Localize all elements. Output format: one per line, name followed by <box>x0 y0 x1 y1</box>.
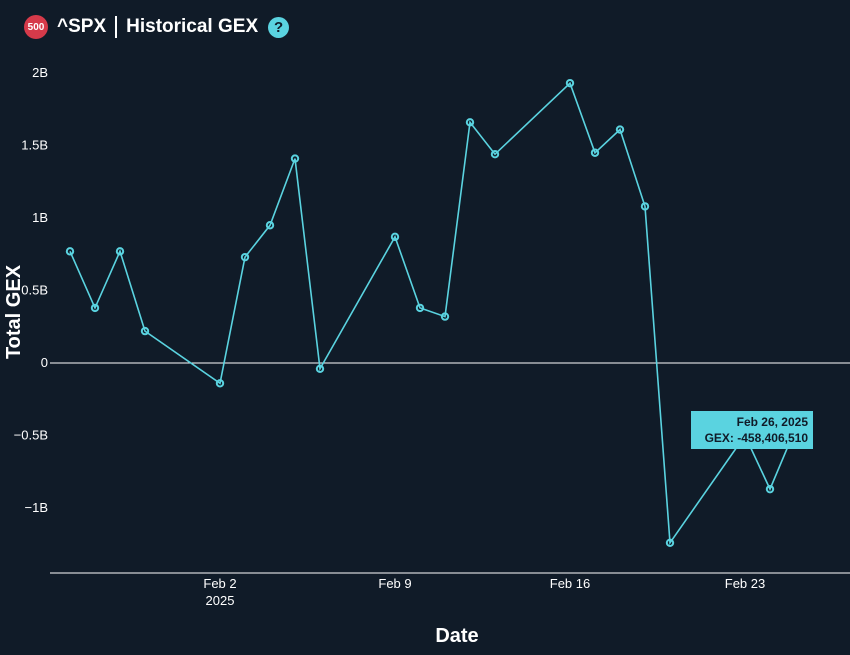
data-point[interactable] <box>665 538 675 547</box>
y-tick-label: 0.5B <box>21 283 48 298</box>
data-point[interactable] <box>765 484 775 494</box>
tooltip-value: GEX: -458,406,510 <box>705 431 809 445</box>
x-tick-sublabel: 2025 <box>206 593 235 608</box>
hover-tooltip: Feb 26, 2025 GEX: -458,406,510 <box>691 411 813 449</box>
chart-title: Historical GEX <box>126 16 259 37</box>
data-point[interactable] <box>215 379 225 388</box>
data-point[interactable] <box>65 247 75 256</box>
data-point[interactable] <box>315 364 325 373</box>
data-point[interactable] <box>440 312 450 321</box>
x-tick-label: Feb 9 <box>378 576 411 591</box>
data-point[interactable] <box>415 303 425 313</box>
y-tick-label: 0 <box>41 355 48 370</box>
y-axis-title: Total GEX <box>3 264 25 359</box>
x-axis: Feb 2 2025 Feb 9 Feb 16 Feb 23 <box>203 576 765 608</box>
x-tick-label: Feb 23 <box>725 576 765 591</box>
data-point[interactable] <box>565 78 575 88</box>
question-circle-icon[interactable]: ? <box>268 16 290 38</box>
ticker-symbol: ^SPX <box>57 16 107 37</box>
data-point[interactable] <box>115 247 125 256</box>
data-point[interactable] <box>640 202 650 211</box>
tooltip-box <box>691 411 813 449</box>
y-axis: 2B 1.5B 1B 0.5B 0 −0.5B −1B <box>14 65 48 515</box>
chart-header: 500 ^SPX Historical GEX ? <box>24 13 290 41</box>
sp500-badge-icon: 500 <box>24 15 48 39</box>
data-point[interactable] <box>290 154 300 163</box>
x-tick-label: Feb 2 <box>203 576 236 591</box>
gex-series-line <box>69 81 796 546</box>
y-tick-label: −1B <box>25 500 49 515</box>
x-axis-title: Date <box>435 625 478 647</box>
x-tick-label: Feb 16 <box>550 576 590 591</box>
data-point[interactable] <box>390 232 400 242</box>
title-divider <box>115 16 118 38</box>
data-point[interactable] <box>265 221 275 230</box>
data-point[interactable] <box>240 252 250 262</box>
y-tick-label: 2B <box>32 65 48 80</box>
y-tick-label: −0.5B <box>14 428 48 443</box>
data-point[interactable] <box>590 148 600 157</box>
data-point[interactable] <box>615 125 625 134</box>
data-point[interactable] <box>140 326 150 336</box>
data-point[interactable] <box>465 118 475 127</box>
y-tick-label: 1B <box>32 210 48 225</box>
y-tick-label: 1.5B <box>21 138 48 153</box>
data-point[interactable] <box>90 303 100 313</box>
data-point[interactable] <box>490 150 500 159</box>
tooltip-date: Feb 26, 2025 <box>737 415 809 429</box>
